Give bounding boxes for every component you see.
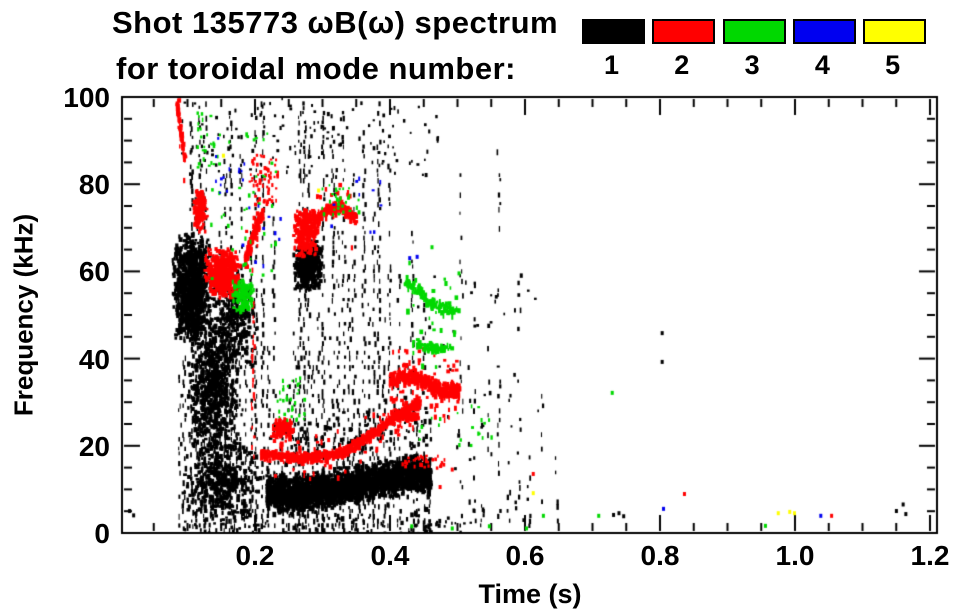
x-axis-label: Time (s) xyxy=(478,579,582,609)
legend-swatch-mode-5 xyxy=(863,19,927,44)
y-tick-label-60: 60 xyxy=(78,256,110,288)
x-tick-label-0.6: 0.6 xyxy=(505,540,545,571)
y-tick-label-80: 80 xyxy=(78,169,110,201)
legend-swatch-mode-1 xyxy=(582,19,645,44)
chart-title: Shot 135773 ωB(ω) spectrum xyxy=(112,5,559,40)
y-axis-label: Frequency (kHz) xyxy=(8,213,39,417)
legend-label-mode-5: 5 xyxy=(885,50,901,80)
legend-swatch-mode-4 xyxy=(792,19,856,44)
y-tick-label-100: 100 xyxy=(63,82,110,113)
y-tick-label-20: 20 xyxy=(78,430,110,462)
legend-label-mode-1: 1 xyxy=(603,50,620,80)
x-tick-label-0.2: 0.2 xyxy=(235,540,275,571)
y-tick-label-0: 0 xyxy=(94,518,110,549)
x-tick-label-0.4: 0.4 xyxy=(370,540,410,571)
legend-label-mode-3: 3 xyxy=(744,50,760,80)
legend-label-mode-2: 2 xyxy=(674,50,690,80)
x-tick-label-1.0: 1.0 xyxy=(775,540,815,571)
legend-swatch-mode-3 xyxy=(722,19,786,44)
legend-label-mode-4: 4 xyxy=(814,50,830,80)
y-tick-label-40: 40 xyxy=(78,343,110,375)
x-tick-label-0.8: 0.8 xyxy=(640,540,680,571)
chart-subtitle: for toroidal mode number: xyxy=(116,51,516,86)
x-tick-label-1.2: 1.2 xyxy=(910,540,950,571)
legend-swatch-mode-2 xyxy=(652,19,716,44)
